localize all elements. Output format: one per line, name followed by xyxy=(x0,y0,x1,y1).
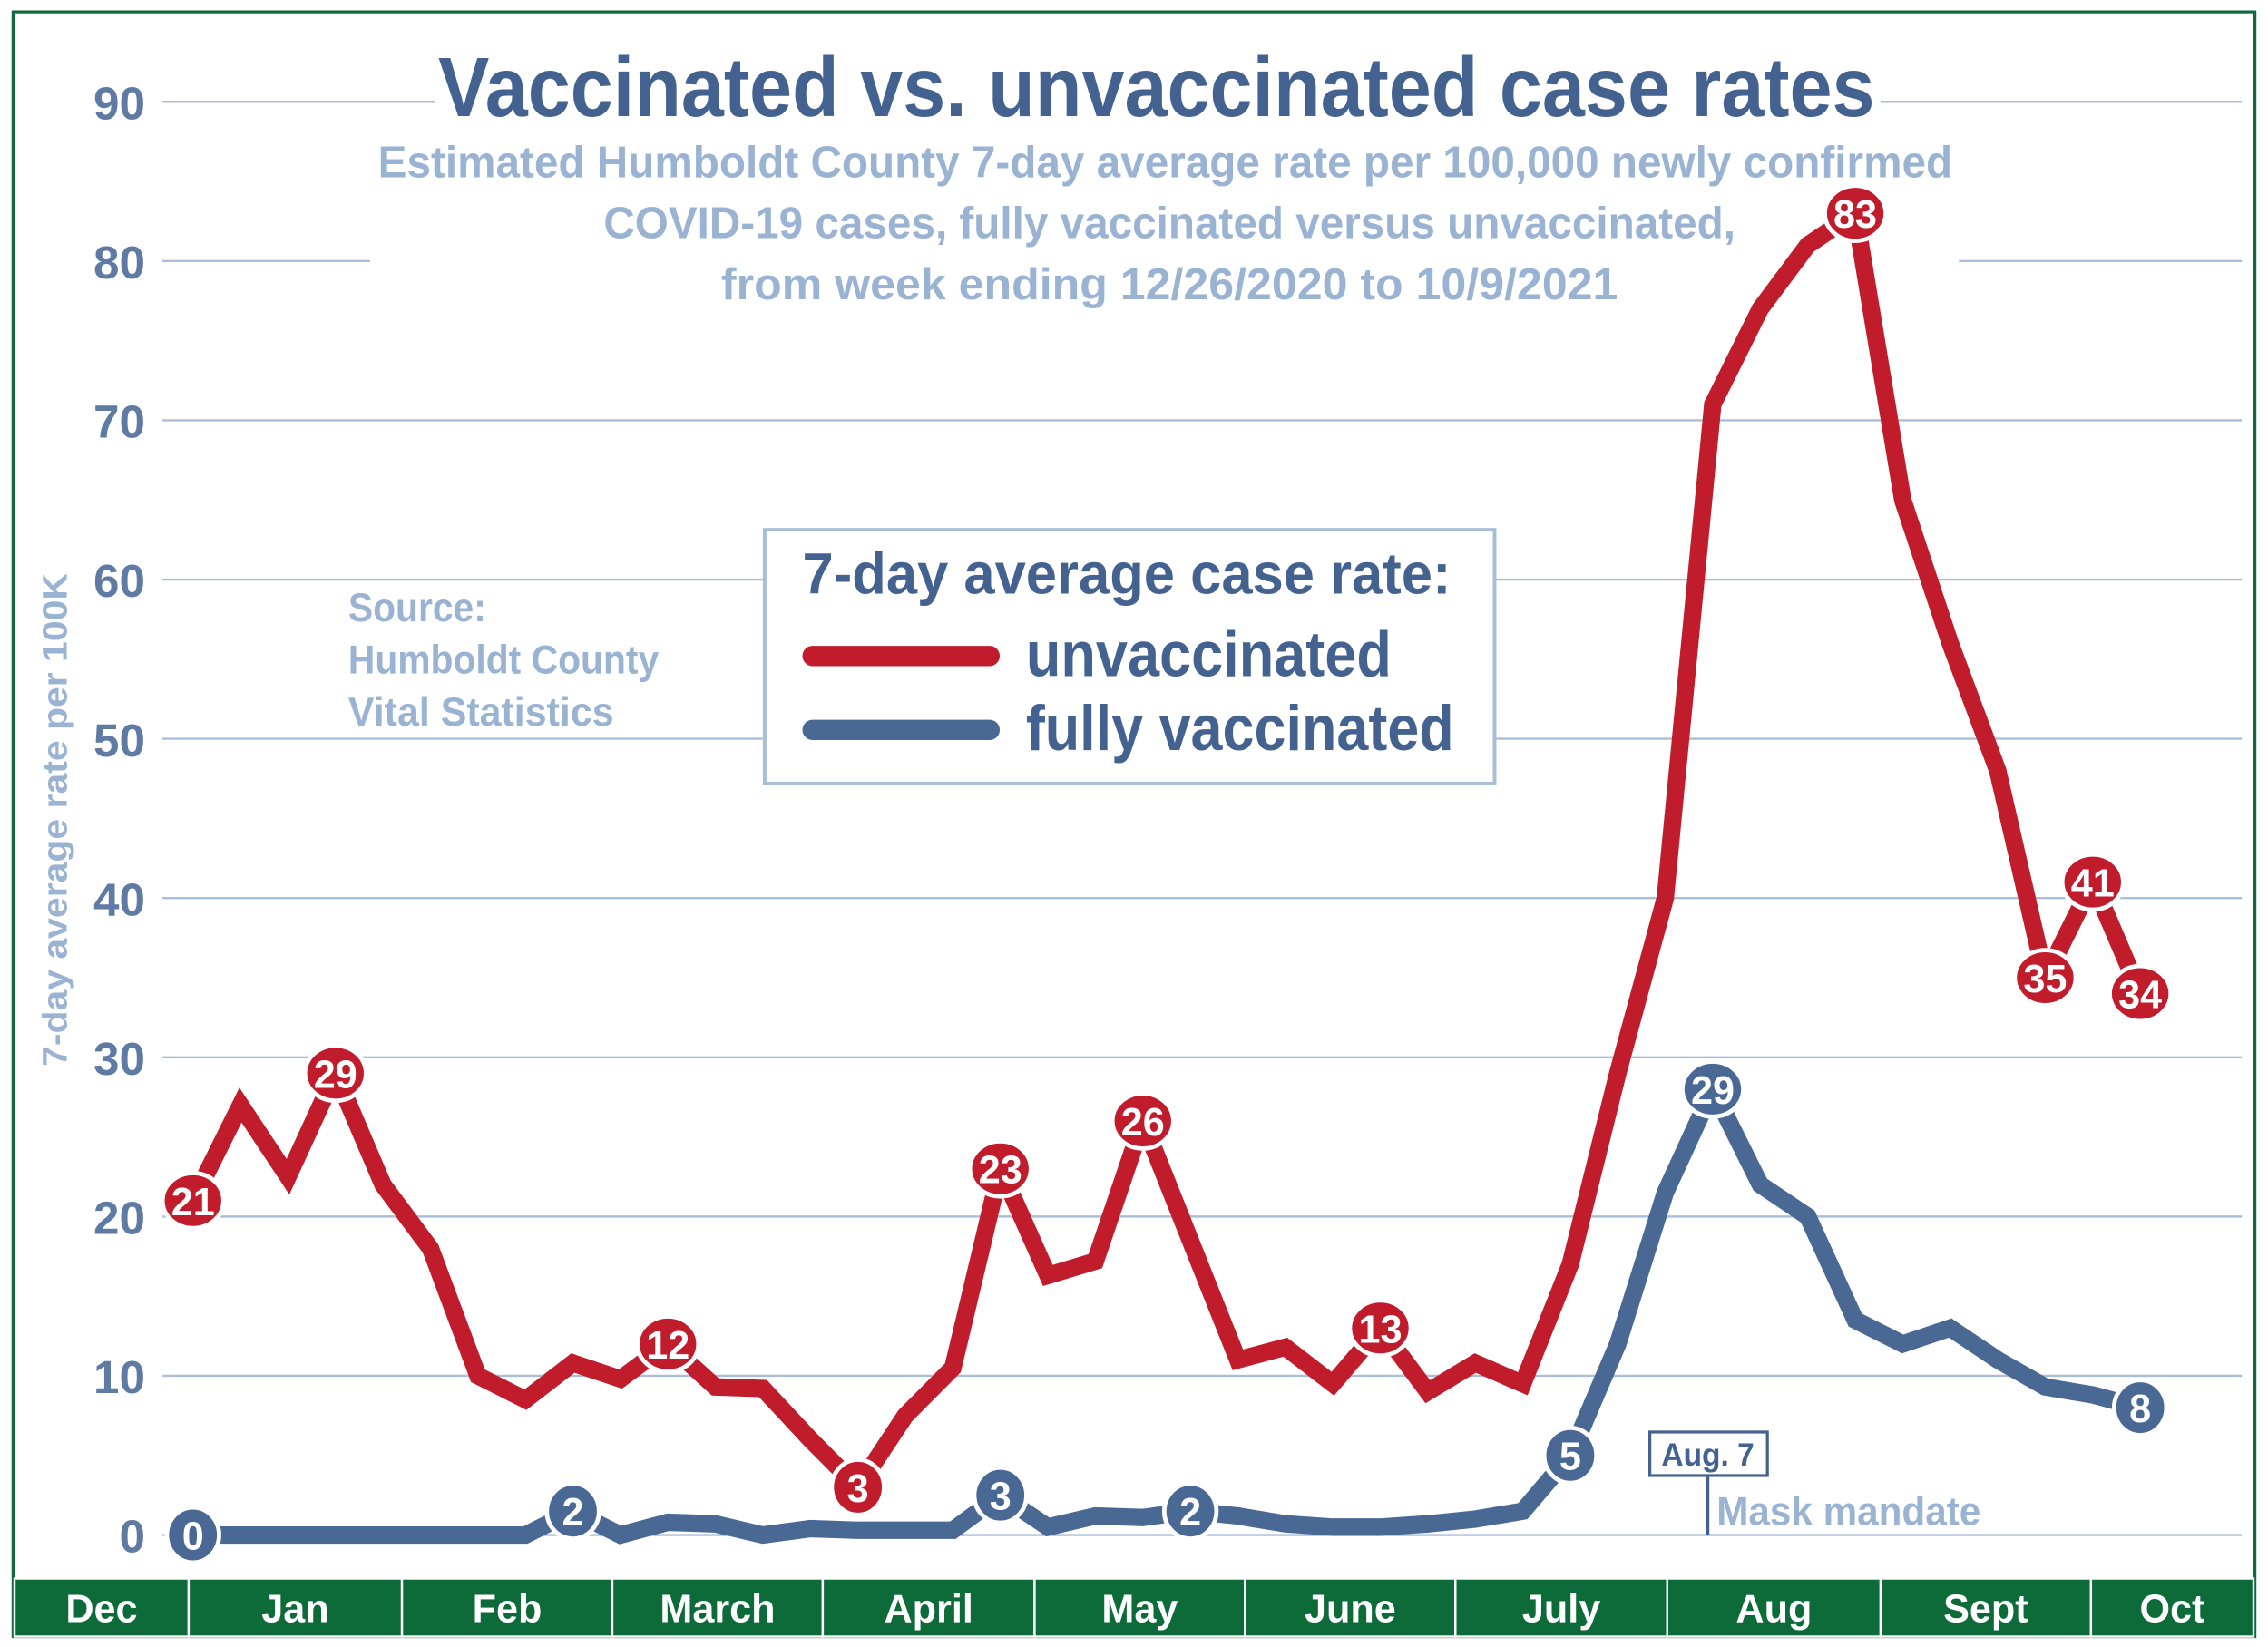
data-point-marker xyxy=(302,1043,368,1104)
data-label: 2 xyxy=(1179,1491,1201,1535)
data-label: 23 xyxy=(979,1149,1022,1193)
month-band xyxy=(1033,1577,1246,1638)
month-label: Jan xyxy=(261,1588,328,1632)
data-label: 29 xyxy=(1691,1069,1735,1113)
source-name-line-1: Humboldt County xyxy=(348,637,659,682)
data-point-marker xyxy=(1541,1425,1599,1486)
data-point-marker xyxy=(1823,183,1889,243)
data-label: 83 xyxy=(1833,193,1877,237)
month-label: July xyxy=(1522,1588,1600,1632)
chart-title: Vaccinated vs. unvaccinated case rates xyxy=(438,40,1874,134)
mask-mandate-annotation: Aug. 7 Mask mandate xyxy=(1648,1430,1980,1535)
month-label: Aug xyxy=(1735,1588,1812,1632)
data-label: 0 xyxy=(182,1515,204,1559)
data-point-marker xyxy=(164,1505,221,1565)
series-line-unvaccinated xyxy=(185,198,2148,1501)
data-point-marker xyxy=(1347,1298,1413,1359)
month-label: Oct xyxy=(2139,1588,2204,1632)
data-point-marker xyxy=(967,1138,1033,1199)
data-point-marker xyxy=(635,1314,701,1374)
y-tick-label: 10 xyxy=(93,1351,145,1403)
source-label: Source: xyxy=(348,585,486,630)
month-label: April xyxy=(885,1588,973,1632)
data-label: 34 xyxy=(2118,974,2162,1018)
data-label: 2 xyxy=(562,1491,584,1535)
data-label: 13 xyxy=(1358,1308,1402,1351)
month-label: Dec xyxy=(65,1588,137,1632)
subtitle-line-3: from week ending 12/26/2020 to 10/9/2021 xyxy=(721,258,1618,309)
month-band xyxy=(611,1577,825,1638)
y-tick-label: 80 xyxy=(93,237,145,288)
mask-mandate-text: Mask mandate xyxy=(1716,1488,1980,1534)
month-label: Feb xyxy=(473,1588,543,1632)
mask-date: Aug. 7 xyxy=(1661,1437,1754,1473)
data-label: 5 xyxy=(1559,1436,1581,1479)
month-band xyxy=(821,1577,1036,1638)
month-band xyxy=(2089,1577,2255,1638)
data-point-marker xyxy=(972,1465,1029,1525)
data-point-marker xyxy=(544,1481,601,1542)
data-point-marker xyxy=(2107,963,2174,1024)
source-name-line-2: Vital Statistics xyxy=(348,689,614,735)
month-label: March xyxy=(660,1588,775,1632)
data-point-marker xyxy=(829,1457,886,1517)
data-label: 41 xyxy=(2071,862,2115,906)
data-point-marker xyxy=(2012,948,2078,1008)
y-tick-label: 20 xyxy=(93,1193,145,1244)
month-axis: Dec Jan Feb March April May June July Aug Sept Oct xyxy=(13,1577,2255,1638)
data-label: 29 xyxy=(314,1053,357,1096)
data-point-marker xyxy=(160,1171,226,1231)
data-label: 35 xyxy=(2023,958,2067,1001)
month-band xyxy=(400,1577,614,1638)
month-band xyxy=(1666,1577,1882,1638)
data-point-marker xyxy=(2059,852,2126,912)
legend-label-fully-vaccinated: fully vaccinated xyxy=(1026,692,1454,764)
y-tick-label: 60 xyxy=(93,555,145,607)
data-label: 3 xyxy=(990,1476,1012,1519)
data-point-marker xyxy=(1679,1059,1745,1119)
month-band xyxy=(1244,1577,1457,1638)
y-axis-ticks: 0 10 20 30 40 50 60 70 80 90 xyxy=(93,77,145,1562)
data-label: 8 xyxy=(2129,1388,2151,1431)
data-label: 21 xyxy=(171,1181,215,1224)
subtitle-line-2: COVID-19 cases, fully vaccinated versus … xyxy=(603,198,1735,249)
y-tick-label: 30 xyxy=(93,1033,145,1085)
data-point-marker xyxy=(1110,1091,1176,1151)
y-tick-label: 50 xyxy=(93,715,145,766)
month-band xyxy=(1454,1577,1669,1638)
legend-label-unvaccinated: unvaccinated xyxy=(1026,619,1392,690)
subtitle-line-1: Estimated Humboldt County 7-day average … xyxy=(378,136,1952,187)
y-axis-label: 7-day average rate per 100K xyxy=(36,573,75,1067)
y-tick-label: 90 xyxy=(93,77,145,129)
month-band xyxy=(13,1577,191,1638)
y-tick-label: 70 xyxy=(93,396,145,448)
data-point-marker xyxy=(1161,1481,1219,1542)
mask-date-box xyxy=(1648,1430,1769,1477)
data-label: 3 xyxy=(847,1467,869,1511)
data-point-marker xyxy=(2111,1378,2169,1437)
month-label: May xyxy=(1101,1588,1178,1632)
subtitle-background xyxy=(369,133,1960,316)
data-label: 12 xyxy=(646,1324,689,1368)
month-label: June xyxy=(1305,1588,1396,1632)
y-tick-label: 0 xyxy=(119,1511,144,1563)
legend-title: 7-day average case rate: xyxy=(803,541,1452,606)
legend: 7-day average case rate: unvaccinated fu… xyxy=(762,528,1497,786)
y-tick-label: 40 xyxy=(93,873,145,925)
data-label: 26 xyxy=(1121,1101,1165,1145)
month-label: Sept xyxy=(1943,1588,2028,1632)
